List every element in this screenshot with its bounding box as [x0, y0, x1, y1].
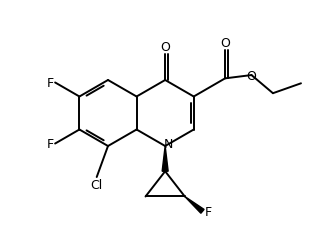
- Text: N: N: [164, 137, 173, 150]
- Text: F: F: [47, 77, 54, 90]
- Text: O: O: [160, 40, 170, 53]
- Text: F: F: [204, 205, 212, 218]
- Text: O: O: [220, 37, 230, 50]
- Polygon shape: [162, 146, 168, 171]
- Text: F: F: [47, 137, 54, 150]
- Text: Cl: Cl: [90, 178, 103, 191]
- Text: O: O: [247, 69, 256, 82]
- Polygon shape: [185, 197, 204, 213]
